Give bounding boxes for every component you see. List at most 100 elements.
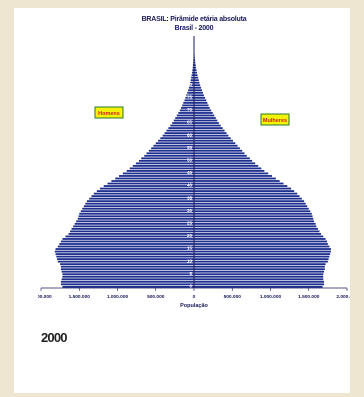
bar-homens: [57, 258, 194, 261]
bar-mulheres: [194, 99, 207, 102]
bar-mulheres: [194, 164, 259, 167]
bar-mulheres: [194, 124, 221, 127]
bar-homens: [155, 142, 194, 145]
bar-homens: [132, 164, 194, 167]
bar-homens: [89, 197, 194, 200]
bar-mulheres: [194, 192, 298, 195]
bar-homens: [144, 154, 194, 157]
age-tick-label: 40: [187, 183, 193, 188]
bar-mulheres: [194, 185, 288, 187]
age-tick-label: 60: [187, 132, 193, 137]
bar-homens: [83, 205, 194, 208]
bar-mulheres: [194, 91, 203, 94]
bar-mulheres: [194, 76, 199, 79]
x-tick-label: 0: [193, 294, 196, 300]
bar-homens: [180, 107, 194, 109]
annotation-mulheres-box: [260, 113, 290, 126]
age-tick-label: 25: [187, 220, 193, 225]
x-tick-label: 2.000.000: [38, 294, 52, 300]
bar-homens: [186, 94, 194, 97]
bar-homens: [148, 149, 194, 152]
bar-homens: [126, 170, 194, 172]
bar-mulheres: [194, 248, 331, 250]
bar-mulheres: [194, 283, 325, 286]
chart-title: BRASIL: Pirâmide etária absoluta: [141, 16, 247, 23]
age-tick-label: 10: [187, 258, 193, 263]
bar-homens: [71, 227, 194, 230]
annotation-homens-box: [94, 106, 124, 119]
bar-homens: [182, 104, 194, 107]
bar-homens: [62, 273, 194, 276]
bar-homens: [191, 74, 194, 77]
content-card: 0 5 10 15 20 25 30 35 40 45 50 55 60 65 70 75 80 85 90 95 2.…: [14, 8, 350, 393]
bar-homens: [70, 230, 194, 233]
age-tick-label: 0: [189, 283, 192, 288]
bar-homens: [168, 127, 194, 129]
bar-mulheres: [194, 212, 312, 215]
bar-homens: [80, 210, 194, 213]
bar-homens: [61, 270, 194, 273]
x-tick-label: 2.000.000: [336, 294, 350, 300]
bar-mulheres: [194, 112, 213, 114]
bar-mulheres: [194, 270, 325, 273]
bar-homens: [65, 235, 194, 238]
annotation-mulheres: Mulheres: [263, 118, 287, 124]
bar-homens: [188, 89, 194, 92]
bar-homens: [164, 132, 194, 135]
bar-homens: [173, 119, 194, 122]
bar-mulheres: [194, 117, 216, 119]
bar-mulheres: [194, 260, 328, 263]
bar-homens: [85, 202, 194, 205]
bar-mulheres: [194, 144, 238, 147]
x-axis-label: População: [180, 303, 208, 309]
bar-homens: [129, 167, 194, 170]
bar-homens: [59, 243, 194, 245]
bar-homens: [146, 152, 194, 155]
bar-homens: [77, 217, 194, 220]
bar-mulheres: [194, 235, 324, 238]
bar-mulheres: [194, 187, 292, 190]
x-tick-label: 1.500.000: [69, 294, 91, 300]
bar-homens: [107, 182, 194, 185]
bar-homens: [119, 175, 194, 177]
age-tick-label: 30: [187, 208, 193, 213]
bar-mulheres: [194, 159, 253, 162]
bar-homens: [187, 91, 194, 94]
bar-homens: [184, 99, 194, 102]
bar-mulheres: [194, 215, 313, 218]
bar-homens: [68, 233, 194, 235]
bar-homens: [141, 157, 194, 160]
bar-homens: [74, 222, 194, 225]
bar-mulheres: [194, 170, 265, 172]
bar-mulheres: [194, 114, 215, 117]
bar-mulheres: [194, 227, 318, 230]
bar-mulheres: [194, 149, 243, 152]
bar-mulheres: [194, 280, 325, 283]
bar-mulheres: [194, 84, 201, 87]
bar-mulheres: [194, 225, 317, 228]
bar-homens: [60, 283, 194, 286]
bar-mulheres: [194, 157, 250, 160]
bar-mulheres: [194, 255, 330, 258]
bar-mulheres: [194, 94, 204, 97]
bar-homens: [191, 76, 194, 79]
age-tick-label: 55: [187, 145, 193, 150]
bar-mulheres: [194, 119, 218, 122]
bar-homens: [54, 250, 194, 253]
bar-homens: [60, 280, 194, 283]
bar-mulheres: [194, 207, 309, 210]
bar-mulheres: [194, 129, 225, 132]
bar-homens: [175, 117, 194, 119]
bar-mulheres: [194, 175, 273, 177]
x-tick-label: 500.000: [147, 294, 165, 300]
bar-mulheres: [194, 172, 269, 175]
caption-year: 2000: [41, 330, 68, 345]
bar-mulheres: [194, 96, 206, 99]
bar-homens: [79, 212, 194, 215]
bar-mulheres: [194, 205, 308, 208]
bar-homens: [86, 200, 194, 203]
bar-homens: [158, 139, 194, 142]
bar-mulheres: [194, 263, 326, 266]
bar-mulheres: [194, 109, 212, 112]
bar-homens: [172, 122, 194, 124]
